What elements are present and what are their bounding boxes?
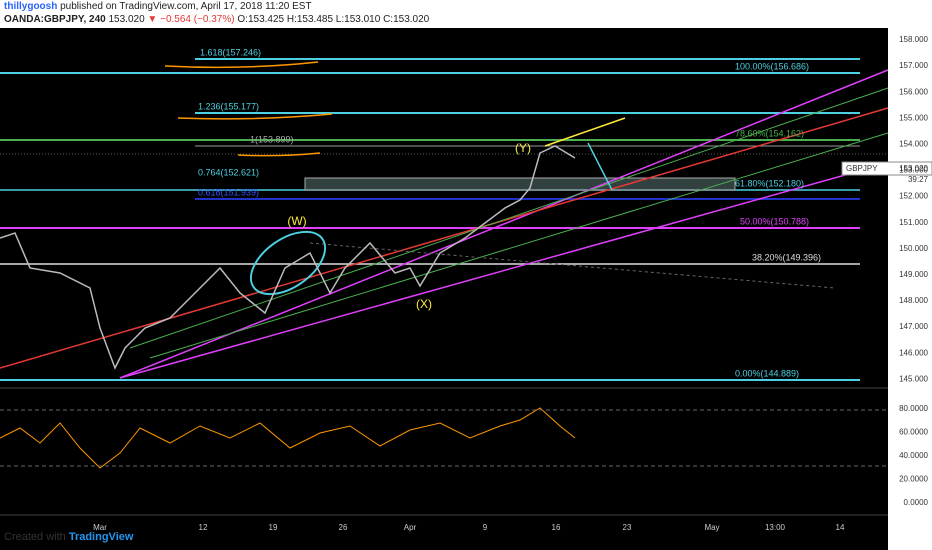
time-tick-label: Mar	[93, 523, 107, 532]
time-tick-label: 9	[483, 523, 488, 532]
fib-label: 0.764(152.621)	[198, 167, 259, 177]
price-tag-price: 153.020	[899, 164, 928, 173]
price-tag-symbol: GBPJPY	[846, 164, 878, 173]
price-tick-label: 152.000	[899, 192, 928, 201]
fib-label: 1.618(157.246)	[200, 47, 261, 57]
rsi-tick-label: 40.0000	[899, 451, 928, 460]
trend-line	[309, 242, 836, 289]
ohlc: O:153.425 H:153.485 L:153.010 C:153.020	[237, 14, 430, 25]
price-tick-label: 154.000	[899, 140, 928, 149]
price-tick-label: 153.000	[899, 166, 928, 175]
chart-area: 158.000 157.000 156.000 155.000 154.000 153.0…	[0, 28, 932, 550]
fib-label: 1.236(155.177)	[198, 101, 259, 111]
last: 153.020	[108, 14, 145, 25]
wave-label: (X)	[416, 297, 432, 311]
time-tick-label: 12	[199, 523, 208, 532]
published: published on TradingView.com, April 17, …	[60, 1, 312, 12]
price-tick-label: 148.000	[899, 296, 928, 305]
symbol: OANDA:GBPJPY, 240	[4, 14, 106, 25]
price-tick-label: 150.000	[899, 244, 928, 253]
price-tick-label: 149.000	[899, 270, 928, 279]
zone-box	[304, 177, 736, 191]
price-tick-label: 145.000	[899, 374, 928, 383]
fib-label: 0.618(151.939)	[198, 187, 259, 197]
fib-label: 100.00%(156.686)	[735, 61, 809, 71]
ellipse	[249, 230, 327, 296]
time-tick-label: 16	[552, 523, 561, 532]
price-tick-label: 146.000	[899, 348, 928, 357]
fib-label: 38.20%(149.396)	[752, 252, 821, 262]
price-tick-label: 156.000	[899, 87, 928, 96]
price-path	[0, 145, 576, 370]
footer: Created with TradingView	[4, 531, 133, 543]
fib-lines	[0, 58, 888, 381]
time-tick-label: 23	[623, 523, 632, 532]
channel-line	[0, 107, 889, 369]
fib-label: 50.00%(150.788)	[740, 216, 809, 226]
channel-line	[129, 87, 889, 349]
time-tick-label: 26	[339, 523, 348, 532]
brand: TradingView	[68, 531, 134, 543]
price-tick-label: 157.000	[899, 61, 928, 70]
fib-label: 61.80%(152.180)	[735, 178, 804, 188]
channel-line	[119, 162, 889, 379]
plot-bg	[0, 28, 888, 550]
header-line-1: thillygoosh published on TradingView.com…	[4, 1, 312, 12]
trend-line	[544, 117, 626, 147]
wave-label: (Y)	[515, 141, 531, 155]
time-tick-label: 14	[836, 523, 845, 532]
price-tick-label: 155.000	[899, 113, 928, 122]
fib-label: 0.00%(144.889)	[735, 368, 799, 378]
rsi-tick-label: 80.0000	[899, 404, 928, 413]
created: Created with	[4, 531, 66, 543]
axis-bg	[888, 28, 932, 550]
time-tick-label: 19	[269, 523, 278, 532]
countdown: 39:27	[908, 175, 929, 184]
rsi-tick-label: 60.0000	[899, 428, 928, 437]
rsi-tick-label: 20.0000	[899, 475, 928, 484]
fib-label: 1(153.899)	[250, 134, 294, 144]
price-tag	[841, 161, 932, 176]
fib-label: 78.60%(154.162)	[735, 128, 804, 138]
price-tick-label: 151.000	[899, 218, 928, 227]
rsi-line	[0, 407, 576, 469]
highlight-stroke	[164, 61, 333, 157]
rsi-tick-label: 0.0000	[904, 498, 929, 507]
channel-line	[149, 132, 889, 359]
time-tick-label: Apr	[404, 523, 417, 532]
time-tick-label: 13:00	[765, 523, 786, 532]
channel-line	[119, 69, 889, 379]
author: thillygoosh	[4, 1, 58, 12]
header-line-2: OANDA:GBPJPY, 240 153.020 ▼ −0.564 (−0.3…	[4, 14, 429, 25]
price-tick-label: 147.000	[899, 322, 928, 331]
price-tick-label: 158.000	[899, 35, 928, 44]
arrow	[587, 142, 613, 191]
wave-label: (W)	[287, 214, 306, 228]
time-tick-label: May	[704, 523, 719, 532]
change: ▼ −0.564 (−0.37%)	[147, 14, 235, 25]
